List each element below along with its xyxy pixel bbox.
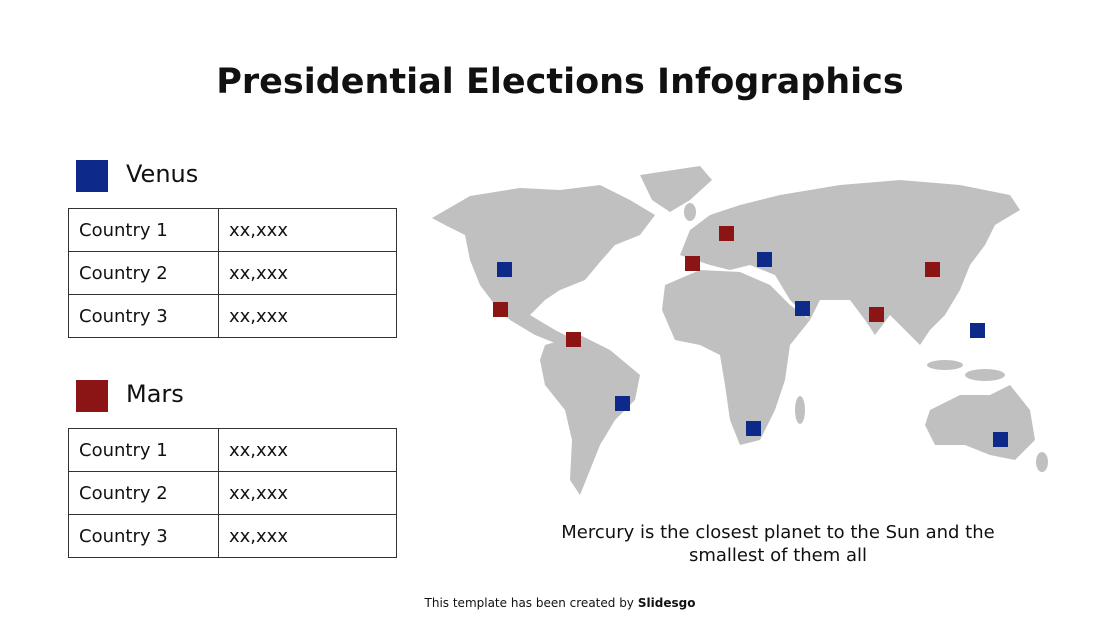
island [927, 360, 963, 370]
eurasia [680, 180, 1020, 345]
australia [925, 385, 1035, 460]
cell: Country 3 [68, 514, 219, 558]
marker [746, 421, 761, 436]
island [684, 203, 696, 221]
row: Country 2 xx,xxx [68, 251, 397, 295]
marker [719, 226, 734, 241]
marker [757, 252, 772, 267]
venus-markers [497, 252, 1008, 447]
marker [795, 301, 810, 316]
row: Country 1 xx,xxx [68, 428, 397, 472]
marker [925, 262, 940, 277]
cell: xx,xxx [218, 514, 397, 558]
south-america [540, 335, 640, 495]
footer-text: This template has been created by [424, 596, 634, 610]
marker [493, 302, 508, 317]
row: Country 3 xx,xxx [68, 294, 397, 338]
marker [970, 323, 985, 338]
island [965, 369, 1005, 381]
cell: xx,xxx [218, 428, 397, 472]
marker [993, 432, 1008, 447]
continents [432, 166, 1048, 495]
results-table: Country 1 xx,xxx Country 2 xx,xxx Country … [68, 428, 397, 558]
title: Presidential Elections Infographics [216, 62, 904, 102]
cell: xx,xxx [218, 294, 397, 338]
cell: Country 3 [68, 294, 219, 338]
north-america [432, 185, 655, 345]
marker [566, 332, 581, 347]
group-name: Venus [126, 160, 199, 188]
cell: Country 1 [68, 208, 219, 252]
row: Country 3 xx,xxx [68, 514, 397, 558]
marker [497, 262, 512, 277]
marker [685, 256, 700, 271]
africa [662, 270, 810, 445]
results-table: Country 1 xx,xxx Country 2 xx,xxx Country … [68, 208, 397, 338]
row: Country 2 xx,xxx [68, 471, 397, 515]
footer-brand: Slidesgo [637, 596, 696, 610]
row: Country 1 xx,xxx [68, 208, 397, 252]
greenland [640, 166, 712, 212]
cell: xx,xxx [218, 471, 397, 515]
footer: This template has been created by Slidesg… [0, 596, 1120, 610]
legend-swatch [76, 380, 108, 412]
island [1036, 452, 1048, 472]
cell: Country 1 [68, 428, 219, 472]
legend-swatch [76, 160, 108, 192]
caption: Mercury is the closest planet to the Sun… [561, 522, 995, 566]
cell: Country 2 [68, 471, 219, 515]
marker [615, 396, 630, 411]
cell: xx,xxx [218, 208, 397, 252]
group-name: Mars [126, 380, 184, 408]
mars-markers [493, 226, 940, 347]
cell: xx,xxx [218, 251, 397, 295]
marker [869, 307, 884, 322]
madagascar [795, 396, 805, 424]
